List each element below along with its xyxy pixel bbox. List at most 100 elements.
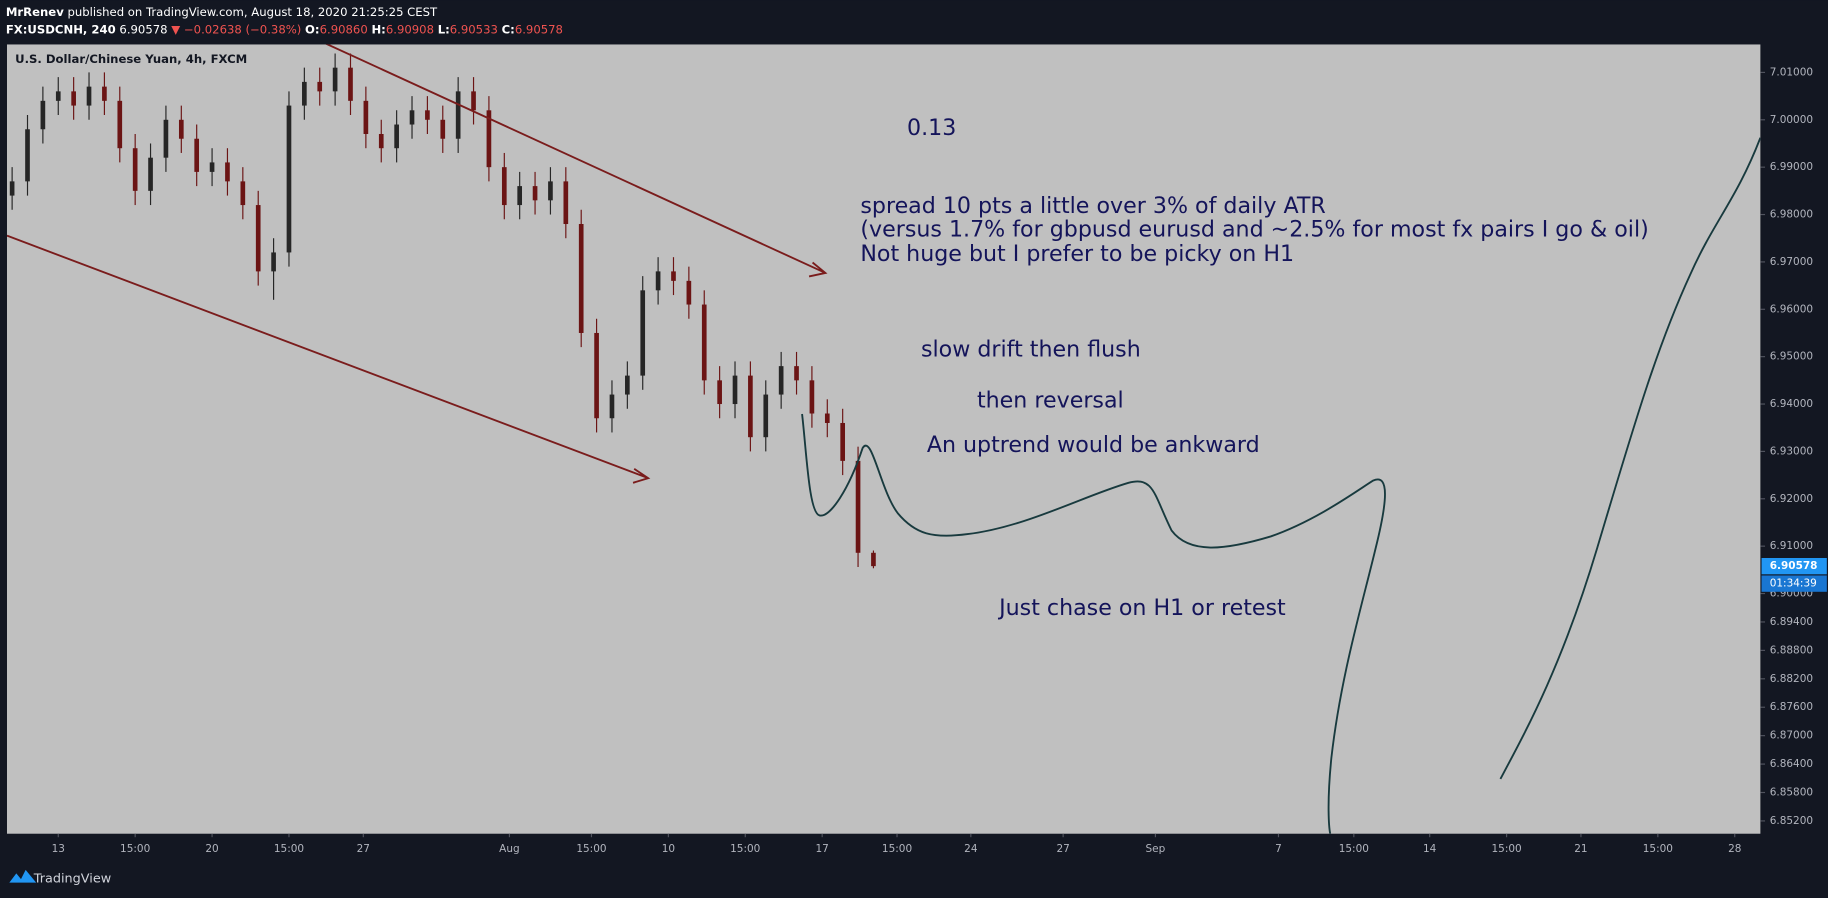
candle-body (532, 186, 538, 201)
candle-body (409, 110, 415, 125)
candle-body (501, 167, 507, 206)
field-value: 6.90578 (515, 22, 563, 36)
candle-body (117, 100, 123, 149)
candle-body (86, 86, 92, 106)
field-label: C: (502, 22, 515, 36)
candle-body (640, 290, 646, 376)
candle-body (363, 100, 369, 134)
y-tick-label: 6.94000 (1770, 398, 1813, 410)
candle-body (302, 81, 307, 106)
published: published on TradingView.com, August 18,… (67, 4, 438, 18)
candle-body (671, 271, 676, 281)
candle-body (25, 129, 30, 182)
x-tick-label: 21 (1574, 843, 1587, 855)
y-tick-label: 7.01000 (1770, 66, 1813, 78)
y-tick-label: 6.87000 (1770, 730, 1813, 742)
candle-body (209, 162, 215, 172)
candle-body (471, 91, 476, 111)
projection-path (801, 413, 1386, 834)
last-price: 6.90578 (119, 22, 167, 36)
countdown: 01:34:39 (1770, 578, 1817, 590)
candle-body (748, 375, 753, 438)
candle-body (394, 124, 399, 149)
y-tick-label: 6.85200 (1770, 815, 1813, 827)
annotations: 0.13 spread 10 pts a little over 3% of da… (860, 115, 1648, 621)
symbol: FX:USDCNH, 240 (6, 22, 116, 36)
trend-arrow (325, 44, 828, 278)
candle-body (548, 181, 553, 201)
candle-body (55, 91, 61, 101)
field-value: 6.90908 (386, 22, 434, 36)
annotation: An uptrend would be ankward (927, 432, 1260, 458)
trend-arrow (6, 234, 651, 484)
candle-body (794, 366, 799, 381)
x-tick-label: 10 (662, 843, 675, 855)
candle-body (824, 413, 830, 423)
candle-body (563, 181, 569, 225)
projection-path (1499, 137, 1761, 780)
candle-body (871, 552, 876, 567)
candle-body (840, 422, 846, 461)
drawings (6, 44, 1761, 834)
x-tick-label: 15:00 (882, 843, 912, 855)
x-tick-label: 13 (52, 843, 65, 855)
last-price-box (1761, 557, 1827, 575)
x-tick-label: 7 (1275, 843, 1282, 855)
candle-body (625, 375, 630, 395)
plot-area (6, 44, 1761, 834)
y-tick-label: 6.85800 (1770, 787, 1813, 799)
last-price-label: 6.90578 (1770, 560, 1818, 572)
candle-body (609, 394, 615, 419)
logo (9, 869, 37, 883)
candle-body (778, 366, 784, 395)
candle-body (425, 110, 430, 120)
x-tick-label: 24 (964, 843, 978, 855)
candle-body (286, 105, 292, 253)
annotation: slow drift then flush (921, 336, 1141, 362)
annotation: 0.13 (907, 115, 956, 141)
y-tick-label: 6.99000 (1770, 161, 1813, 173)
author: MrRenev (6, 4, 64, 18)
candle-body (71, 91, 76, 106)
x-tick-label: 20 (205, 843, 218, 855)
x-tick-label: 15:00 (1339, 843, 1369, 855)
x-tick-label: Sep (1146, 843, 1166, 855)
field-value: 6.90860 (320, 22, 368, 36)
candle-body (348, 67, 353, 101)
publish-line: MrRenev published on TradingView.com, Au… (6, 4, 438, 18)
y-tick-label: 6.92000 (1770, 493, 1813, 505)
x-tick-label: 15:00 (274, 843, 304, 855)
x-tick-label: Aug (499, 843, 519, 855)
candle-body (332, 67, 338, 92)
y-tick-label: 6.91000 (1770, 540, 1813, 552)
x-tick-label: 27 (357, 843, 370, 855)
candle-body (486, 110, 492, 168)
annotation: then reversal (977, 388, 1124, 414)
candle-body (655, 271, 661, 291)
x-tick-label: 15:00 (120, 843, 150, 855)
x-tick-label: 28 (1728, 843, 1741, 855)
y-tick-label: 6.98000 (1770, 209, 1813, 221)
countdown-box (1761, 575, 1827, 592)
candle-body (732, 375, 738, 405)
x-tick-label: 14 (1423, 843, 1437, 855)
candle-body (517, 186, 523, 206)
y-tick-label: 6.88200 (1770, 673, 1813, 685)
field-label: H: (371, 22, 385, 36)
symbol-line: FX:USDCNH, 240 6.90578 ▼ −0.02638 (−0.38… (6, 22, 563, 36)
candle-body (378, 133, 384, 149)
annotation: (versus 1.7% for gbpusd eurusd and ~2.5%… (860, 216, 1648, 242)
annotation: spread 10 pts a little over 3% of daily … (860, 193, 1325, 219)
change: ▼ −0.02638 (−0.38%) (171, 22, 301, 36)
candle-body (440, 119, 446, 139)
x-tick-label: 15:00 (576, 843, 606, 855)
x-tick-label: 15:00 (1643, 843, 1673, 855)
candle-body (317, 81, 323, 92)
instrument: U.S. Dollar/Chinese Yuan, 4h, FXCM (15, 52, 247, 66)
y-tick-label: 6.88800 (1770, 644, 1813, 656)
candle-body (9, 181, 15, 196)
brand: TradingView (33, 872, 111, 887)
y-tick-label: 6.89400 (1770, 616, 1813, 628)
